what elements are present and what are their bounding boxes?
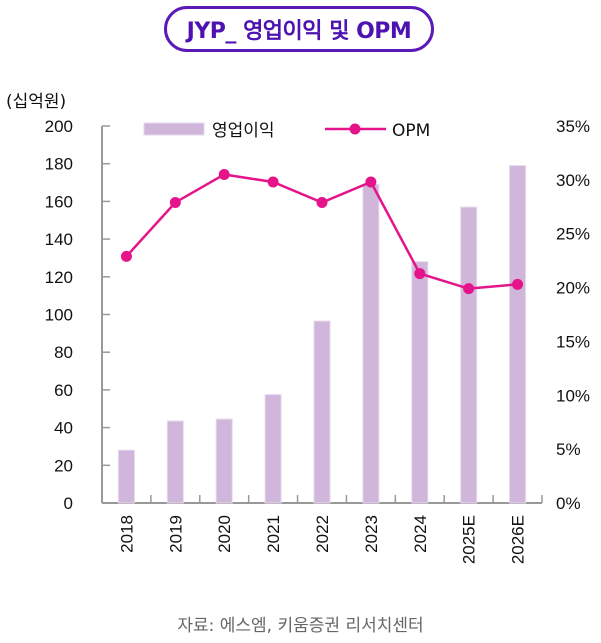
bar-operating-profit bbox=[313, 320, 331, 504]
bar-operating-profit bbox=[166, 420, 184, 504]
opm-point bbox=[512, 278, 524, 290]
bar-operating-profit bbox=[509, 165, 527, 504]
y-tick-label: 160 bbox=[45, 192, 73, 211]
legend-label-operating-profit: 영업이익 bbox=[212, 121, 275, 141]
legend-line-marker bbox=[349, 123, 361, 135]
y-tick-label: 100 bbox=[45, 306, 73, 325]
y2-tick-label: 0% bbox=[556, 494, 581, 513]
bar-operating-profit bbox=[362, 183, 380, 504]
x-tick-label: 2019 bbox=[166, 515, 185, 553]
opm-point bbox=[463, 283, 475, 295]
opm-point bbox=[267, 176, 279, 188]
opm-point bbox=[365, 176, 377, 188]
x-tick-label: 2023 bbox=[362, 515, 381, 553]
y2-tick-label: 30% bbox=[556, 171, 590, 190]
opm-point bbox=[414, 268, 426, 280]
bar-operating-profit bbox=[460, 206, 478, 504]
y2-tick-label: 10% bbox=[556, 386, 590, 405]
bar-operating-profit bbox=[117, 449, 135, 504]
legend-label-opm: OPM bbox=[392, 121, 430, 141]
x-tick-label: 2026E bbox=[509, 515, 528, 564]
bar-operating-profit bbox=[264, 394, 282, 504]
y-tick-label: 60 bbox=[54, 381, 73, 400]
legend-bar-swatch bbox=[143, 122, 205, 136]
x-tick-label: 2024 bbox=[411, 515, 430, 553]
bar-operating-profit bbox=[215, 418, 233, 504]
y-tick-label: 120 bbox=[45, 268, 73, 287]
x-tick-label: 2022 bbox=[313, 515, 332, 553]
opm-line bbox=[125, 173, 518, 290]
x-tick-label: 2018 bbox=[117, 515, 136, 553]
opm-point bbox=[316, 196, 328, 208]
y-tick-label: 140 bbox=[45, 230, 73, 249]
y2-tick-label: 25% bbox=[556, 225, 590, 244]
y-tick-label: 80 bbox=[54, 343, 73, 362]
x-tick-label: 2020 bbox=[215, 515, 234, 553]
bar-series bbox=[117, 165, 527, 504]
y2-tick-label: 20% bbox=[556, 279, 590, 298]
legend: 영업이익 OPM bbox=[143, 121, 430, 141]
opm-point bbox=[218, 168, 230, 180]
axes: 0 20 40 60 80 100 120 140 160 180 200 0% 5% 10% 15% 20%… bbox=[45, 117, 590, 564]
y-tick-label: 180 bbox=[45, 155, 73, 174]
opm-point bbox=[120, 250, 132, 262]
y-axis-unit-label: (십억원) bbox=[6, 92, 67, 112]
x-tick-label: 2025E bbox=[460, 515, 479, 564]
y2-tick-label: 5% bbox=[556, 440, 581, 459]
y2-tick-label: 35% bbox=[556, 117, 590, 136]
y-tick-label: 20 bbox=[54, 456, 73, 475]
opm-point bbox=[169, 196, 181, 208]
source-note: 자료: 에스엠, 키움증권 리서치센터 bbox=[177, 616, 424, 636]
y-tick-label: 0 bbox=[64, 494, 73, 513]
chart-title: JYP_ 영업이익 및 OPM bbox=[164, 6, 434, 52]
y-tick-label: 40 bbox=[54, 419, 73, 438]
opm-line-series bbox=[120, 168, 524, 295]
bar-operating-profit bbox=[411, 261, 429, 504]
y2-tick-label: 15% bbox=[556, 332, 590, 351]
x-tick-label: 2021 bbox=[264, 515, 283, 553]
y-tick-label: 200 bbox=[45, 117, 73, 136]
